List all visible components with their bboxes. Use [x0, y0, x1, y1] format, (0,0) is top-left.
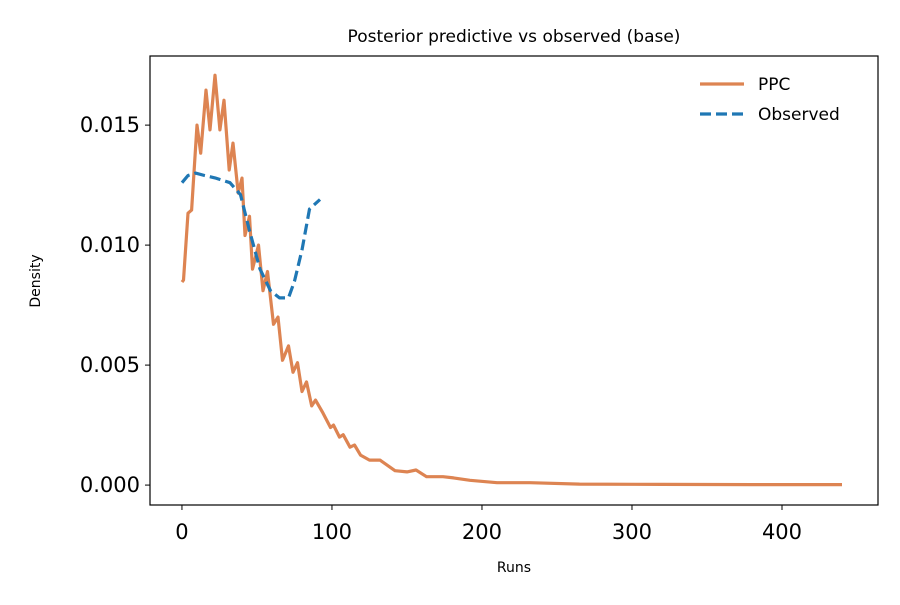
y-tick-label: 0.005	[80, 353, 140, 377]
y-tick-label: 0.010	[80, 233, 140, 257]
x-axis-label: Runs	[497, 560, 531, 576]
x-tick-label: 0	[175, 520, 188, 544]
y-tick-label: 0.015	[80, 113, 140, 137]
chart-title: Posterior predictive vs observed (base)	[348, 27, 681, 47]
plot-frame	[149, 55, 879, 506]
x-tick-label: 200	[462, 520, 502, 544]
x-tick-label: 100	[312, 520, 352, 544]
y-tick-label: 0.000	[80, 473, 140, 497]
series-line-ppc	[180, 73, 842, 487]
y-axis-label: Density	[28, 254, 44, 307]
x-tick-label: 400	[762, 520, 802, 544]
x-tick-label: 300	[612, 520, 652, 544]
series-line-observed	[180, 171, 322, 300]
legend: PPC Observed	[700, 75, 840, 125]
legend-label-observed: Observed	[758, 105, 840, 125]
legend-label-ppc: PPC	[758, 75, 790, 95]
